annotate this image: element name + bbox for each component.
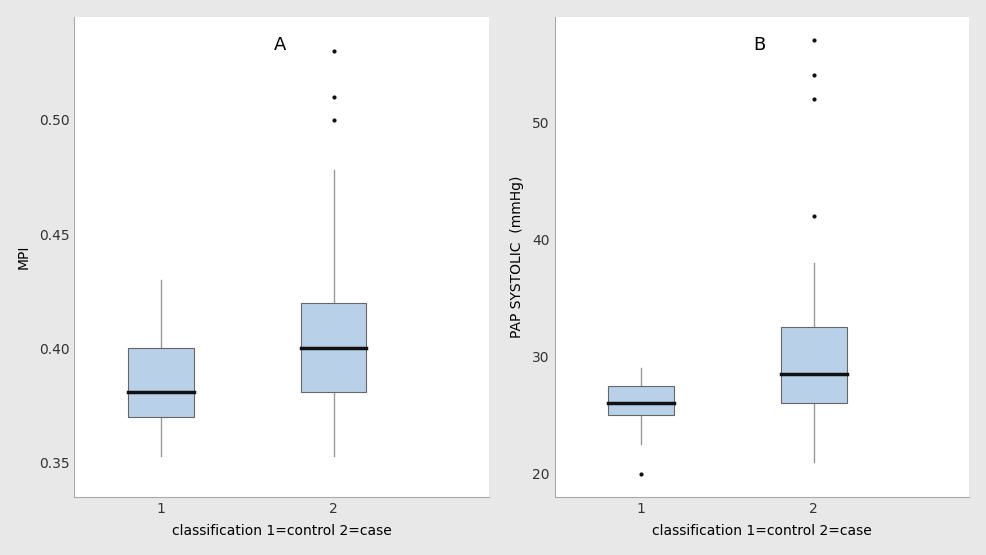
Y-axis label: MPI: MPI [17, 245, 31, 269]
X-axis label: classification 1=control 2=case: classification 1=control 2=case [172, 524, 391, 538]
Bar [301, 302, 367, 392]
Bar [608, 386, 673, 415]
Text: B: B [753, 36, 766, 54]
X-axis label: classification 1=control 2=case: classification 1=control 2=case [652, 524, 872, 538]
Y-axis label: PAP SYSTOLIC  (mmHg): PAP SYSTOLIC (mmHg) [510, 176, 524, 338]
Text: A: A [273, 36, 286, 54]
Bar [781, 327, 847, 403]
Bar [128, 349, 193, 417]
